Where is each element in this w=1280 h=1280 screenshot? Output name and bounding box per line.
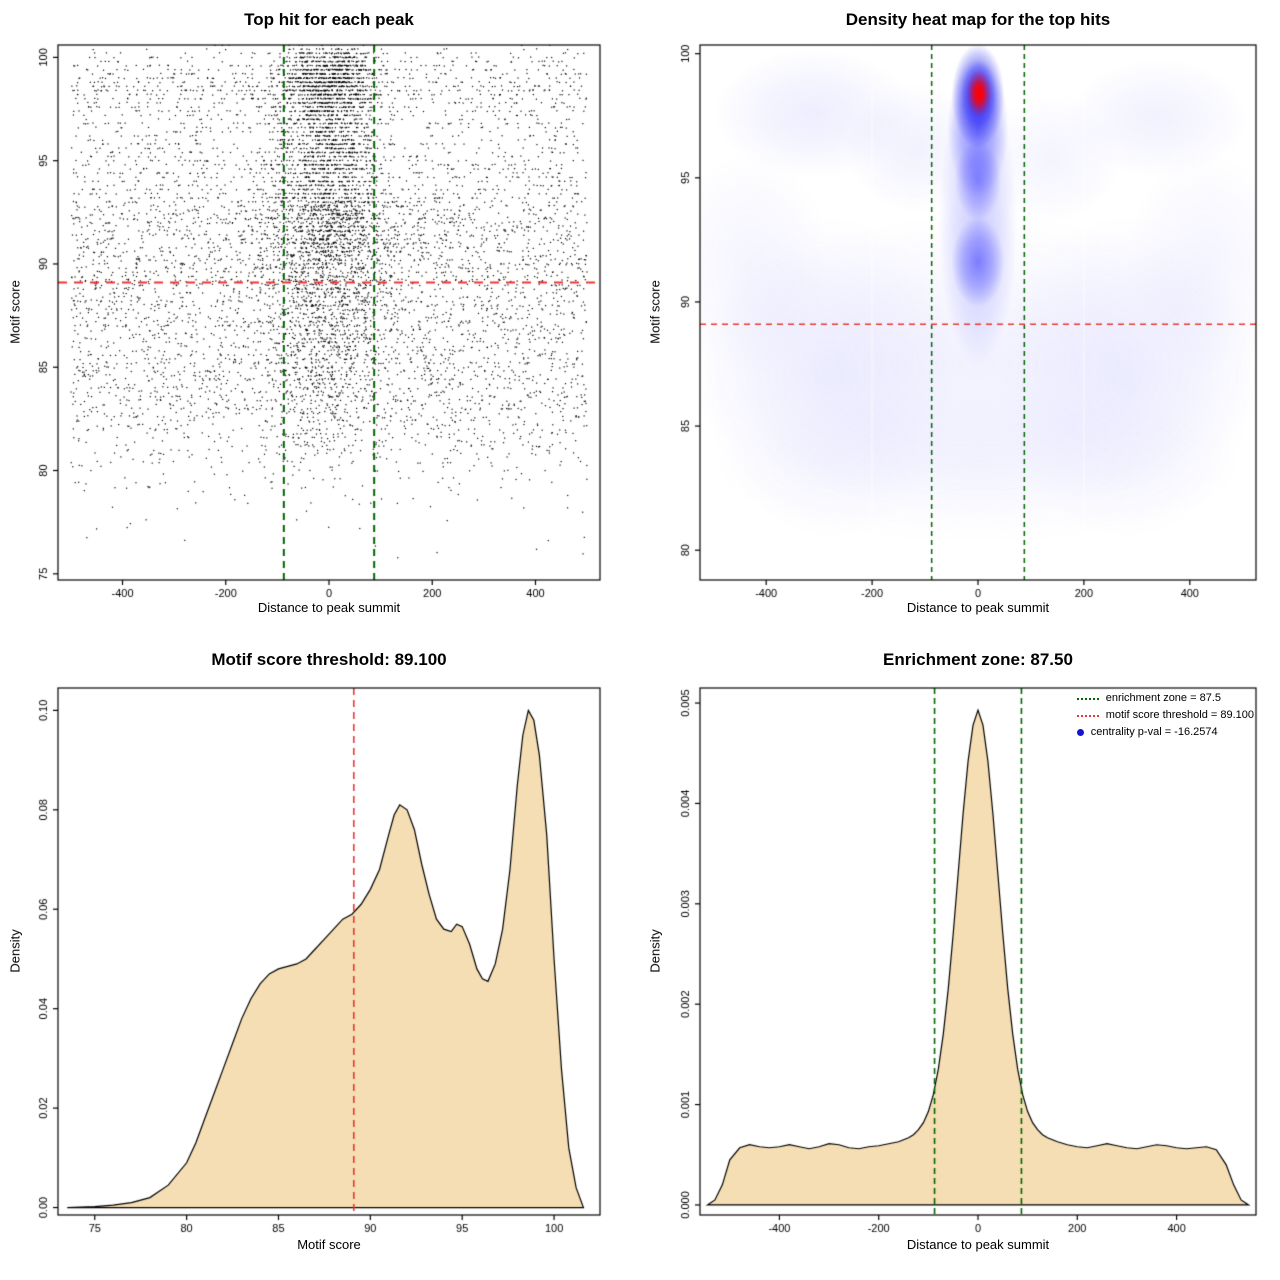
legend: enrichment zone = 87.5 motif score thres… (1076, 690, 1254, 741)
legend-item-centrality-pval: centrality p-val = -16.2574 (1076, 724, 1254, 741)
y-axis-label: Density (647, 929, 663, 973)
y-axis-label: Motif score (7, 280, 23, 344)
x-axis-label: Motif score (297, 1237, 361, 1252)
green-dotted-line-icon (1076, 697, 1099, 700)
red-dotted-line-icon (1076, 714, 1099, 717)
legend-label: enrichment zone = 87.5 (1105, 692, 1221, 704)
panel-title: Top hit for each peak (244, 10, 414, 29)
legend-label: motif score threshold = 89.100 (1105, 709, 1254, 721)
panel-motif-score-density: Motif score threshold: 89.100 Motif scor… (0, 640, 640, 1280)
panel-top-hit-scatter: Top hit for each peak Distance to peak s… (0, 0, 640, 640)
y-axis-label: Motif score (647, 280, 663, 344)
x-axis-label: Distance to peak summit (906, 1237, 1050, 1252)
legend-item-enrichment-zone: enrichment zone = 87.5 (1076, 690, 1254, 707)
panel-distance-density: Enrichment zone: 87.50 Distance to peak … (640, 640, 1280, 1280)
y-axis-label: Density (7, 929, 23, 973)
legend-item-motif-threshold: motif score threshold = 89.100 (1076, 707, 1254, 724)
panel-title: Enrichment zone: 87.50 (883, 650, 1073, 669)
distance-density-canvas (640, 640, 1280, 1280)
panel-title: Density heat map for the top hits (845, 10, 1111, 29)
scatter-plot-canvas (0, 0, 640, 640)
blue-dot-icon (1076, 729, 1084, 736)
legend-label: centrality p-val = -16.2574 (1090, 726, 1218, 738)
score-density-canvas (0, 640, 640, 1280)
panel-density-heatmap: Density heat map for the top hits Distan… (640, 0, 1280, 640)
panel-title: Motif score threshold: 89.100 (211, 650, 447, 669)
heatmap-canvas (640, 0, 1280, 640)
x-axis-label: Distance to peak summit (257, 600, 401, 615)
x-axis-label: Distance to peak summit (906, 600, 1050, 615)
